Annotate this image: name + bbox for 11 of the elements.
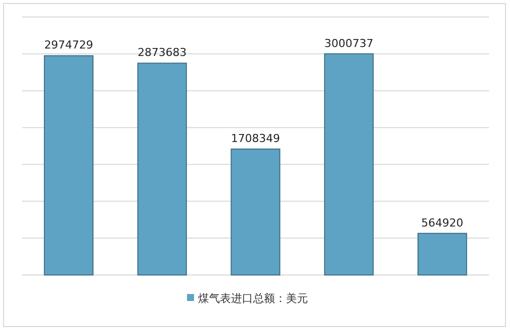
- bar: [137, 62, 187, 276]
- bar: [230, 148, 280, 276]
- bar: [44, 55, 94, 276]
- data-label: 2974729: [44, 38, 94, 52]
- data-label: 564920: [421, 216, 464, 230]
- data-label: 1708349: [231, 132, 280, 146]
- bar: [324, 53, 374, 276]
- legend-label: 煤气表进口总额：美元: [198, 292, 308, 305]
- data-label: 3000737: [324, 36, 374, 50]
- bar: [418, 232, 468, 276]
- data-label: 2873683: [138, 46, 187, 60]
